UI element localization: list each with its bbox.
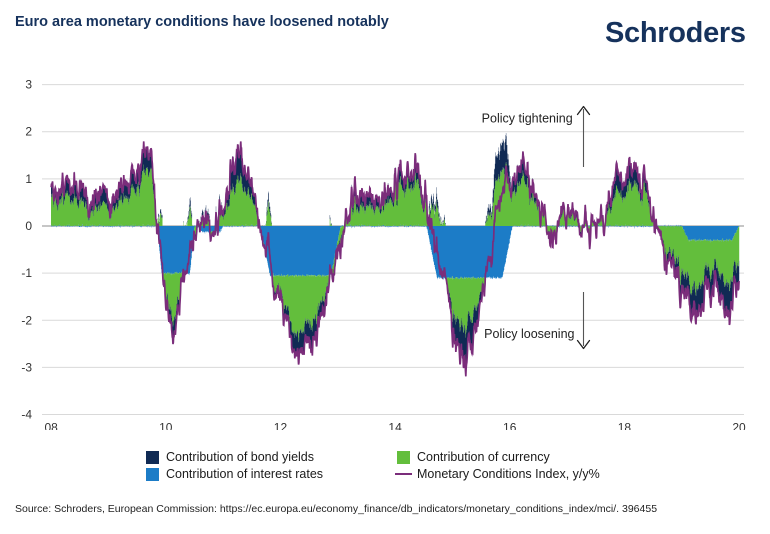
svg-text:3: 3 bbox=[25, 78, 32, 92]
svg-text:14: 14 bbox=[388, 421, 402, 430]
svg-text:-3: -3 bbox=[21, 360, 32, 374]
svg-text:-2: -2 bbox=[21, 313, 32, 327]
svg-text:18: 18 bbox=[618, 421, 632, 430]
svg-text:10: 10 bbox=[159, 421, 173, 430]
svg-text:-1: -1 bbox=[21, 266, 32, 280]
svg-text:20: 20 bbox=[732, 421, 746, 430]
svg-text:12: 12 bbox=[274, 421, 288, 430]
svg-text:Policy tightening: Policy tightening bbox=[482, 111, 573, 125]
svg-text:08: 08 bbox=[44, 421, 58, 430]
svg-text:Policy loosening: Policy loosening bbox=[484, 327, 574, 341]
svg-text:0: 0 bbox=[25, 219, 32, 233]
svg-text:1: 1 bbox=[25, 172, 32, 186]
svg-text:16: 16 bbox=[503, 421, 517, 430]
svg-text:2: 2 bbox=[25, 125, 32, 139]
svg-text:-4: -4 bbox=[21, 408, 32, 422]
